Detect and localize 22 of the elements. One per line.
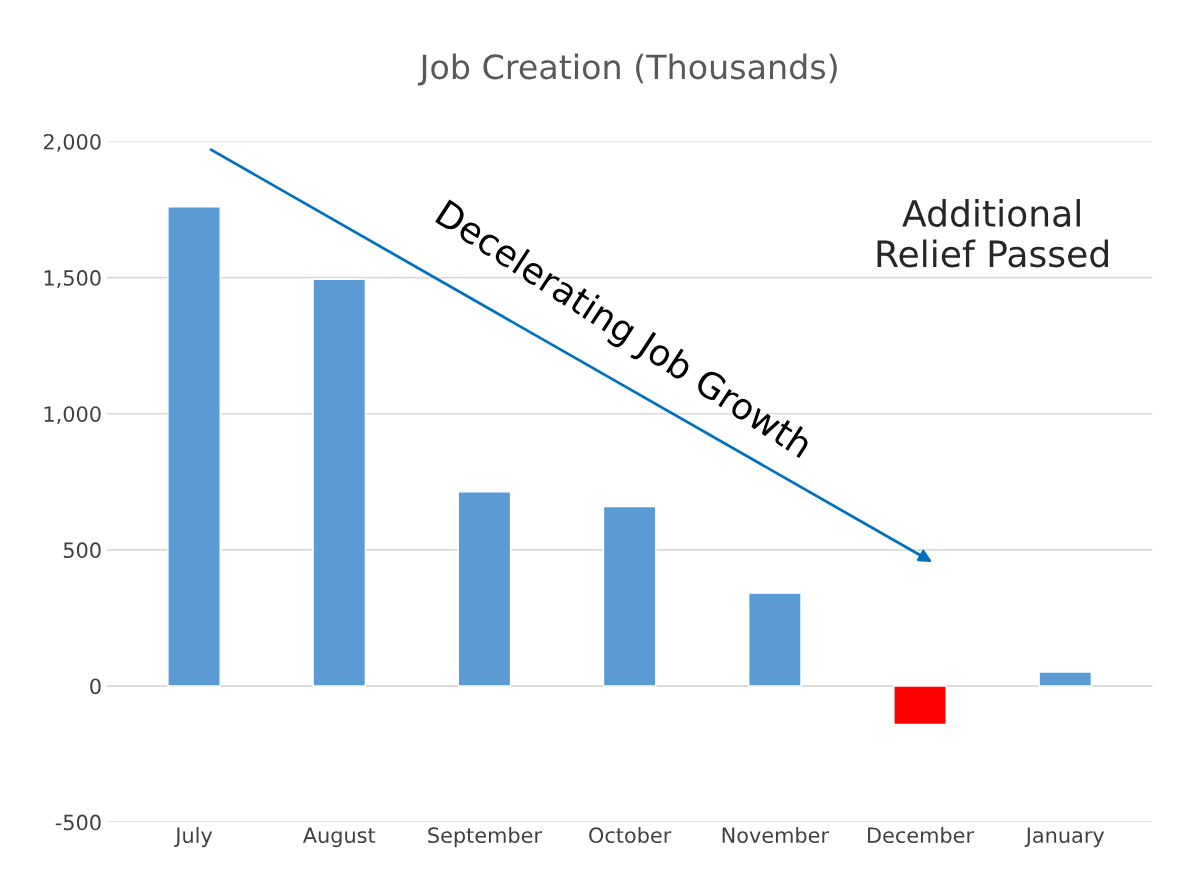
x-tick-label: October: [589, 826, 672, 844]
x-tick-label: December: [868, 826, 975, 844]
bar: [457, 491, 512, 687]
bar: [602, 505, 657, 687]
x-tick-label: November: [722, 826, 830, 844]
y-tick-label: 1,500: [44, 270, 101, 288]
bar: [312, 278, 367, 687]
chart-title: Job Creation (Thousands): [417, 53, 837, 86]
y-tick-label: 1,000: [44, 406, 101, 425]
bar: [167, 206, 221, 687]
y-tick-label: 0: [90, 678, 101, 695]
annotation: Additional Relief Passed: [877, 199, 1108, 268]
x-tick-label: July: [174, 826, 213, 848]
x-tick-label: January: [1024, 827, 1105, 848]
bar: [893, 685, 947, 726]
y-tick-label: 500: [63, 542, 101, 559]
bar: [748, 592, 802, 687]
y-tick-label: 2,000: [43, 133, 101, 152]
x-tick-label: August: [302, 827, 376, 848]
bar: [1038, 671, 1093, 687]
x-tick-label: September: [428, 826, 543, 848]
y-tick-label: -500: [55, 814, 101, 831]
